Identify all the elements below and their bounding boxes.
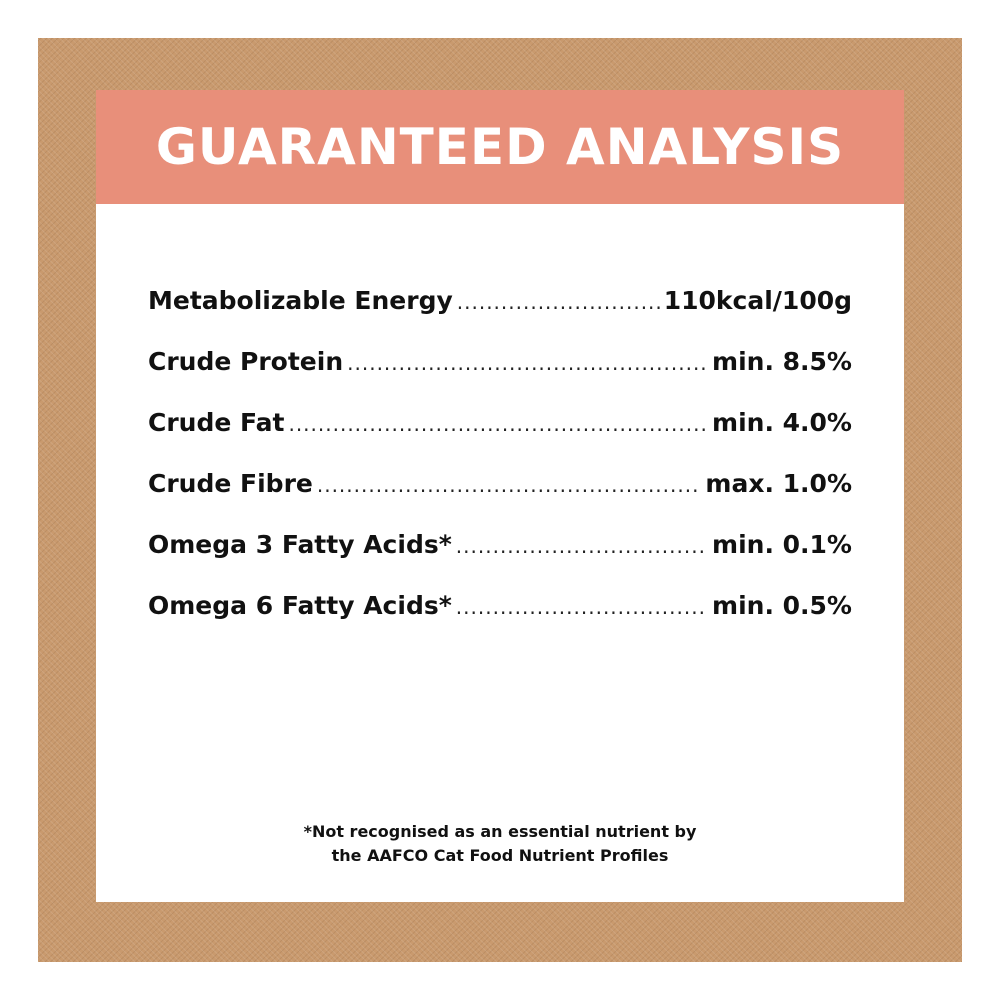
row-label: Omega 6 Fatty Acids*	[148, 591, 452, 620]
row-value: min. 8.5%	[712, 347, 852, 376]
footnote-line: *Not recognised as an essential nutrient…	[303, 822, 697, 841]
analysis-card: GUARANTEED ANALYSIS Metabolizable Energy…	[96, 90, 904, 902]
analysis-row: Omega 6 Fatty Acids* min. 0.5%	[148, 591, 852, 652]
dot-leader	[457, 290, 660, 314]
analysis-table: Metabolizable Energy 110kcal/100g Crude …	[148, 286, 852, 652]
row-label: Crude Fibre	[148, 469, 313, 498]
analysis-row: Crude Protein min. 8.5%	[148, 347, 852, 408]
dot-leader	[456, 595, 708, 619]
analysis-row: Crude Fat min. 4.0%	[148, 408, 852, 469]
analysis-row: Crude Fibre max. 1.0%	[148, 469, 852, 530]
row-label: Omega 3 Fatty Acids*	[148, 530, 452, 559]
row-value: max. 1.0%	[705, 469, 852, 498]
footnote: *Not recognised as an essential nutrient…	[96, 820, 904, 868]
dot-leader	[317, 473, 702, 497]
row-label: Crude Protein	[148, 347, 344, 376]
row-label: Metabolizable Energy	[148, 286, 453, 315]
row-label: Crude Fat	[148, 408, 285, 437]
row-value: min. 0.1%	[712, 530, 852, 559]
dot-leader	[347, 351, 708, 375]
analysis-row: Omega 3 Fatty Acids* min. 0.1%	[148, 530, 852, 591]
footnote-line: the AAFCO Cat Food Nutrient Profiles	[331, 846, 669, 865]
title-banner: GUARANTEED ANALYSIS	[96, 90, 904, 204]
analysis-row: Metabolizable Energy 110kcal/100g	[148, 286, 852, 347]
dot-leader	[288, 412, 708, 436]
row-value: 110kcal/100g	[663, 286, 852, 315]
row-value: min. 0.5%	[712, 591, 852, 620]
dot-leader	[456, 534, 708, 558]
row-value: min. 4.0%	[712, 408, 852, 437]
page-title: GUARANTEED ANALYSIS	[155, 118, 845, 176]
